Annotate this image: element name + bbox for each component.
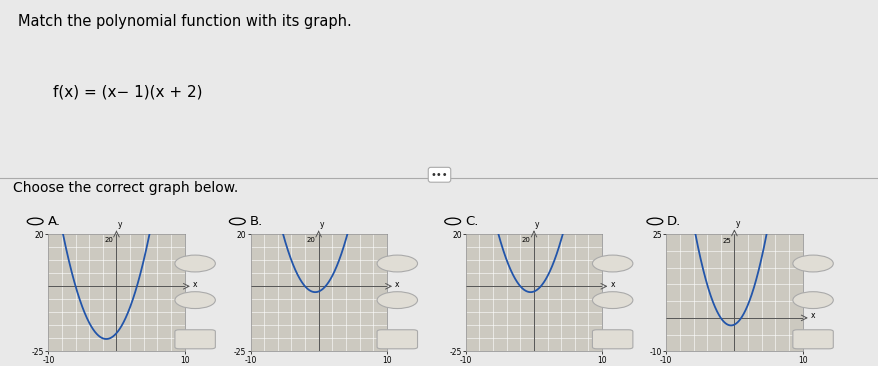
Text: D.: D. (666, 215, 680, 228)
Text: x: x (810, 311, 814, 320)
Text: x: x (609, 280, 614, 289)
Text: y: y (735, 219, 739, 228)
Text: y: y (118, 220, 122, 229)
Text: Match the polynomial function with its graph.: Match the polynomial function with its g… (18, 14, 351, 29)
Text: x: x (394, 280, 399, 289)
Text: 20: 20 (104, 237, 113, 243)
Text: B.: B. (249, 215, 263, 228)
Text: A.: A. (47, 215, 61, 228)
Text: Choose the correct graph below.: Choose the correct graph below. (13, 181, 238, 195)
Text: y: y (535, 220, 539, 229)
Text: •••: ••• (430, 170, 448, 180)
Text: 20: 20 (522, 237, 530, 243)
Text: 20: 20 (306, 237, 315, 243)
Text: f(x) = (x− 1)(x + 2): f(x) = (x− 1)(x + 2) (53, 84, 202, 99)
Text: 25: 25 (722, 238, 730, 244)
Text: C.: C. (464, 215, 478, 228)
Text: y: y (320, 220, 324, 229)
Text: x: x (192, 280, 197, 289)
